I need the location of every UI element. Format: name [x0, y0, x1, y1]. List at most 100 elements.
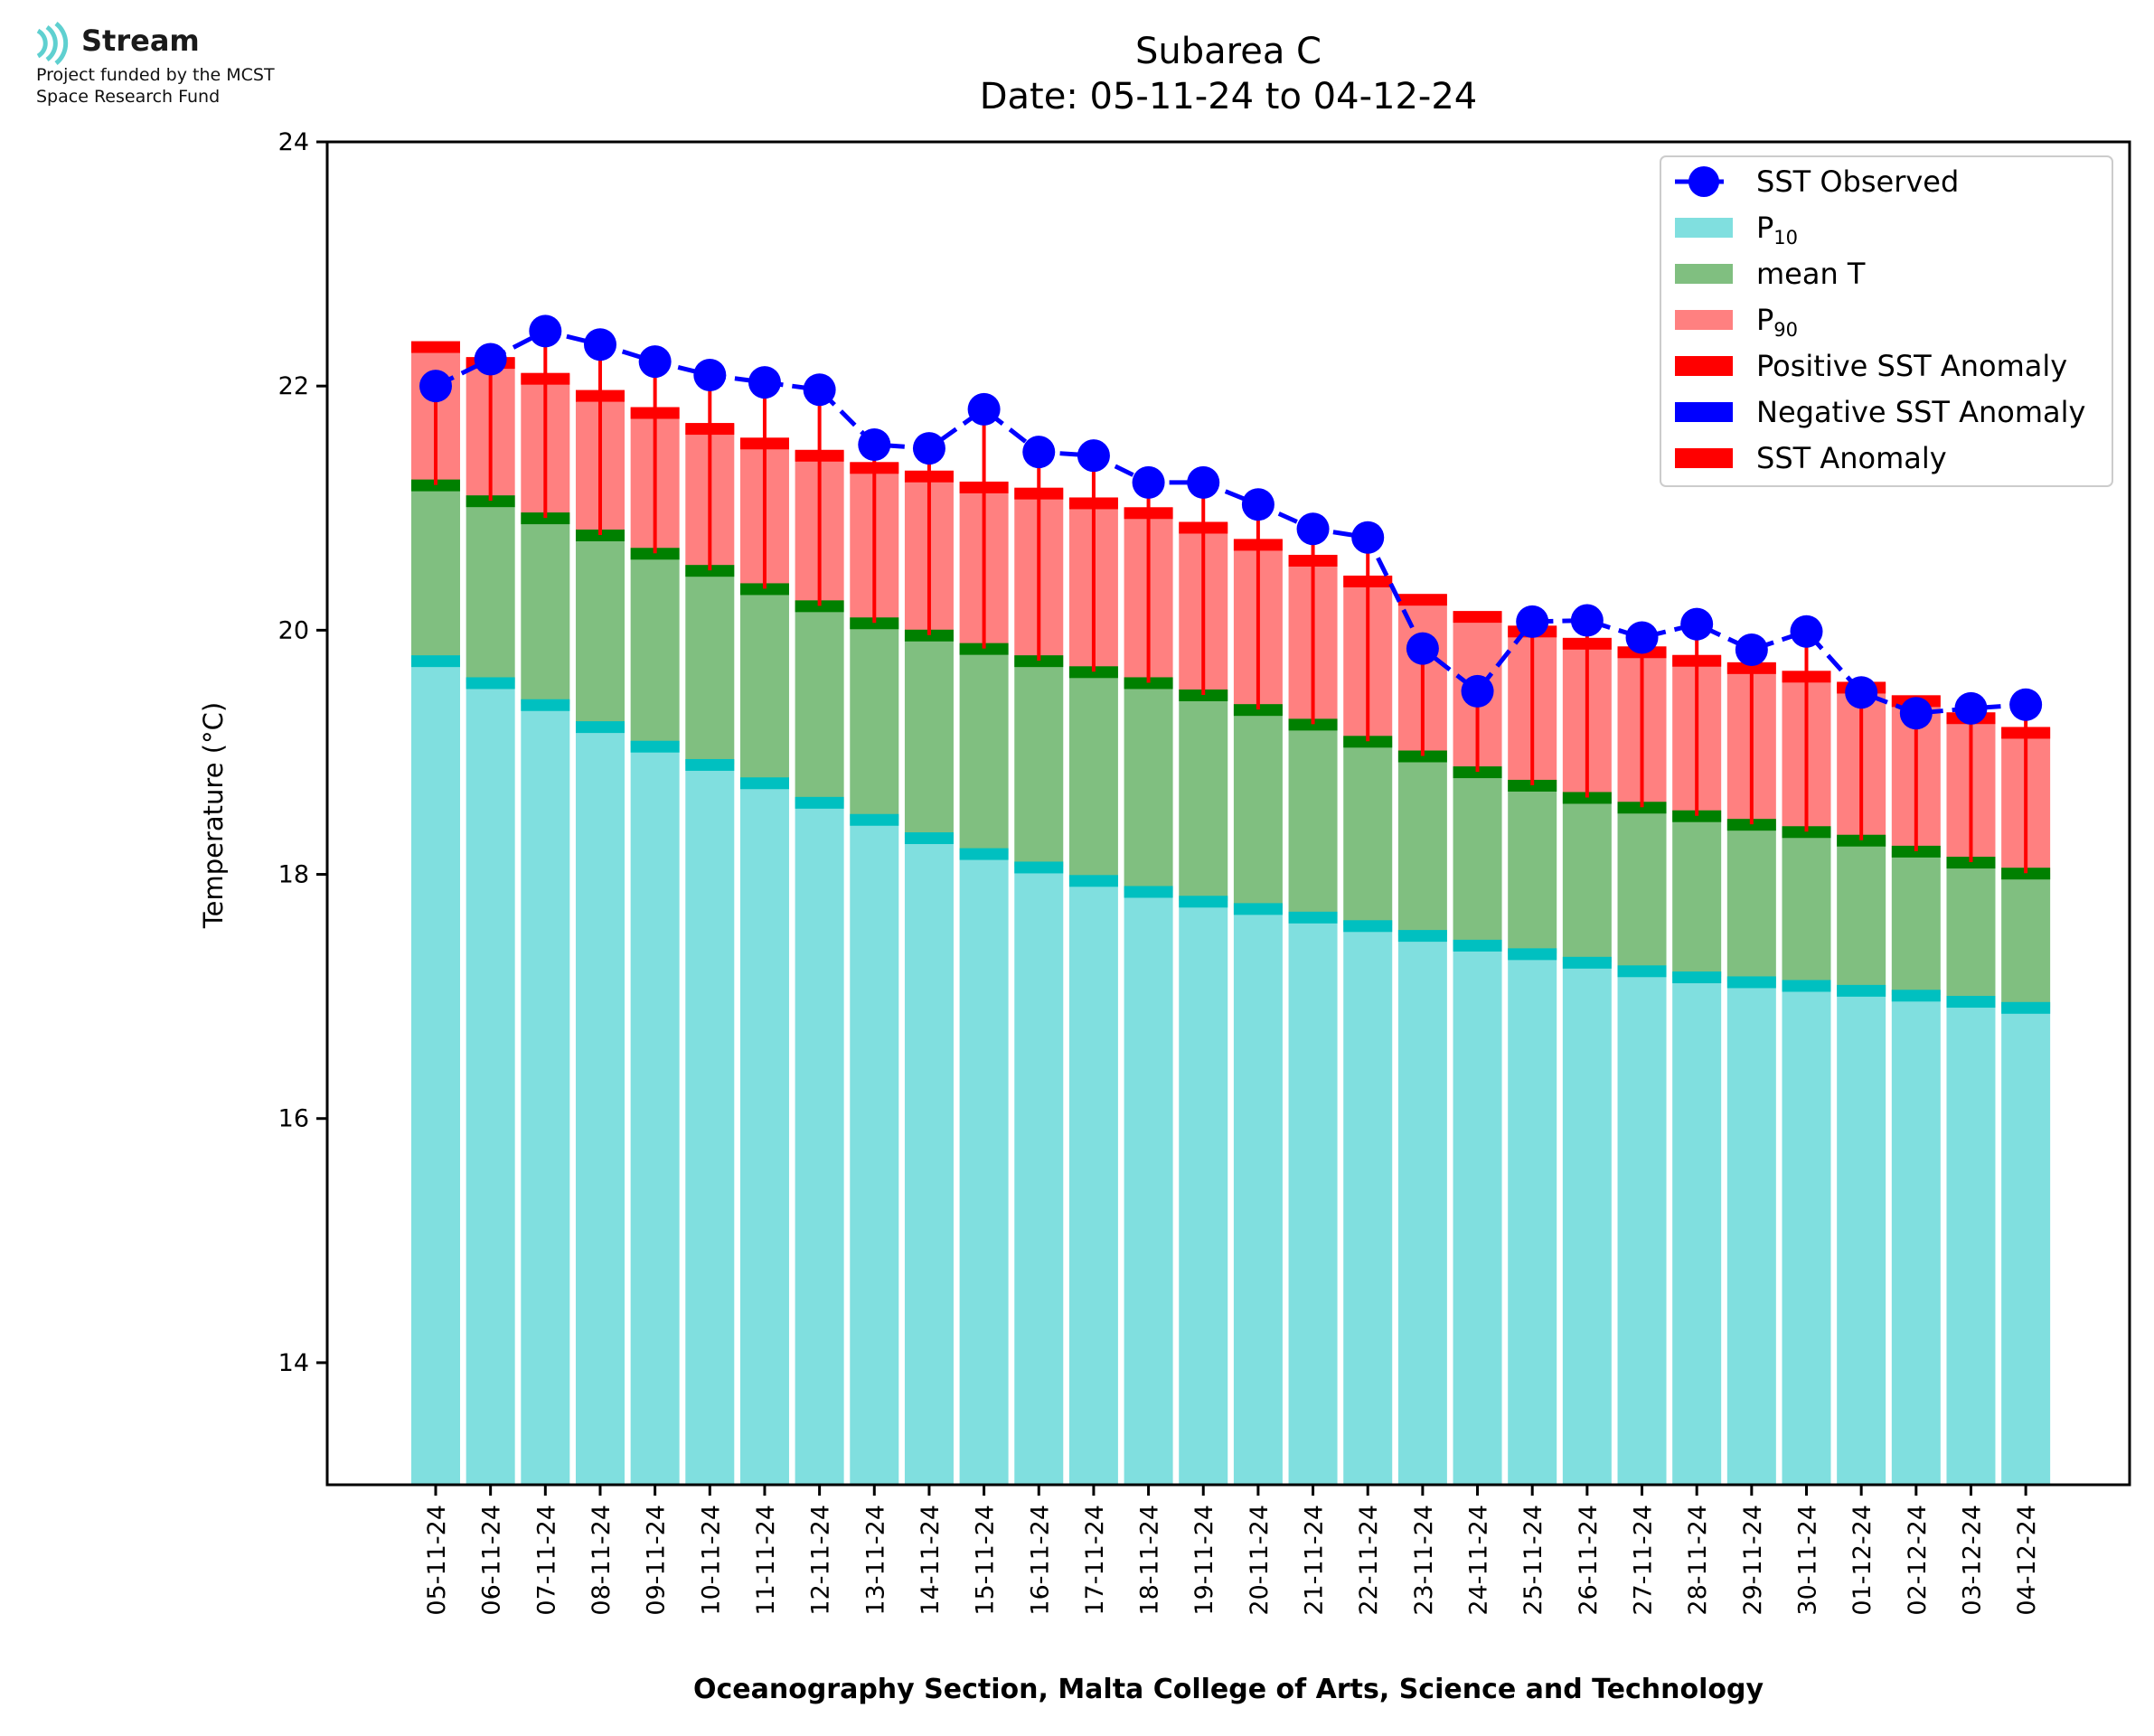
p10-bar — [1124, 891, 1173, 1485]
legend-swatch — [1675, 218, 1733, 238]
p10-bar — [1014, 867, 1064, 1485]
sst-observed-point — [1187, 465, 1220, 499]
mean-t-cap — [959, 643, 1009, 655]
p90-cap — [411, 341, 460, 353]
sst-observed-point — [1516, 605, 1549, 638]
p10-bar — [1946, 1001, 1996, 1485]
p10-bar — [1672, 977, 1722, 1485]
x-tick-label: 05-11-24 — [423, 1505, 451, 1616]
x-tick-label: 17-11-24 — [1081, 1505, 1109, 1616]
mean-t-cap — [1014, 655, 1064, 668]
mean-t-bar — [959, 648, 1009, 854]
x-axis-label: Oceanography Section, Malta College of A… — [693, 1674, 1764, 1705]
p10-bar — [1233, 908, 1283, 1485]
p10-bar — [1891, 995, 1941, 1485]
x-tick-label: 10-11-24 — [697, 1505, 725, 1616]
sst-observed-point — [1351, 521, 1385, 554]
p10-bar — [1562, 962, 1612, 1485]
mean-t-bar — [1124, 682, 1173, 892]
bars-layer — [411, 341, 2051, 1485]
p10-bar — [739, 783, 789, 1485]
x-tick-label: 20-11-24 — [1246, 1505, 1274, 1616]
legend-swatch — [1675, 402, 1733, 422]
y-axis-label: Temperature (°C) — [198, 702, 229, 929]
p90-cap — [1397, 594, 1447, 606]
sst-observed-point — [693, 359, 727, 392]
mean-t-bar — [1891, 850, 1941, 996]
p10-cap — [466, 677, 515, 690]
p10-bar — [1837, 990, 1886, 1485]
mean-t-cap — [685, 565, 735, 577]
sst-observed-point — [529, 314, 562, 348]
x-tick-label: 12-11-24 — [807, 1505, 835, 1616]
p10-bar — [1726, 981, 1776, 1485]
mean-t-bar — [1562, 797, 1612, 962]
x-tick-label: 28-11-24 — [1684, 1505, 1712, 1616]
sst-observed-point — [967, 392, 1001, 426]
chart-subtitle: Date: 05-11-24 to 04-12-24 — [980, 76, 1478, 117]
p10-cap — [1397, 930, 1447, 943]
x-tick-label: 06-11-24 — [478, 1505, 506, 1616]
mean-t-cap — [1124, 677, 1173, 690]
x-tick-label: 23-11-24 — [1410, 1505, 1438, 1616]
legend-label: mean T — [1756, 257, 1866, 291]
x-tick-label: 09-11-24 — [643, 1505, 671, 1616]
y-tick-label: 14 — [278, 1349, 309, 1377]
p10-cap — [685, 758, 735, 771]
legend-swatch — [1675, 448, 1733, 468]
x-tick-label: 27-11-24 — [1630, 1505, 1658, 1616]
x-tick-label: 25-11-24 — [1519, 1505, 1547, 1616]
p10-cap — [1179, 896, 1228, 908]
p10-cap — [795, 796, 844, 809]
p10-cap — [521, 699, 570, 711]
p10-cap — [1726, 976, 1776, 989]
sst-observed-point — [583, 328, 616, 361]
legend-swatch — [1675, 310, 1733, 330]
p10-cap — [1562, 956, 1612, 969]
mean-t-bar — [795, 605, 844, 802]
mean-t-bar — [1782, 831, 1831, 986]
p10-bar — [1508, 953, 1557, 1485]
x-tick-label: 29-11-24 — [1739, 1505, 1767, 1616]
p10-cap — [1782, 980, 1831, 992]
mean-t-cap — [1288, 718, 1338, 731]
stream-logo: Stream Project funded by the MCST Space … — [33, 20, 331, 119]
mean-t-cap — [630, 548, 680, 560]
mean-t-bar — [1288, 724, 1338, 917]
mean-t-bar — [1233, 709, 1283, 909]
x-tick-label: 19-11-24 — [1190, 1505, 1218, 1616]
mean-t-bar — [521, 518, 570, 705]
p10-bar — [1617, 971, 1667, 1485]
x-tick-label: 07-11-24 — [532, 1505, 560, 1616]
x-tick-label: 02-12-24 — [1904, 1505, 1932, 1616]
p10-cap — [630, 740, 680, 753]
mean-t-bar — [1672, 815, 1722, 978]
y-tick-label: 16 — [278, 1105, 309, 1133]
mean-t-cap — [1343, 736, 1393, 748]
mean-t-cap — [1891, 845, 1941, 858]
p10-cap — [739, 777, 789, 790]
sst-observed-point — [1077, 439, 1110, 473]
x-tick-label: 14-11-24 — [917, 1505, 945, 1616]
x-tick-label: 08-11-24 — [588, 1505, 616, 1616]
y-tick-label: 20 — [278, 616, 309, 644]
p10-bar — [466, 682, 515, 1485]
sst-observed-point — [748, 366, 781, 399]
mean-t-cap — [1508, 779, 1557, 792]
sst-observed-point — [474, 343, 507, 376]
legend-label: Positive SST Anomaly — [1756, 349, 2067, 383]
mean-t-bar — [2001, 873, 2051, 1008]
mean-t-cap — [1068, 666, 1118, 679]
mean-t-cap — [1617, 802, 1667, 814]
p90-cap — [1453, 611, 1502, 624]
sst-observed-point — [1406, 632, 1439, 665]
sst-observed-point — [1680, 607, 1714, 641]
mean-t-cap — [521, 512, 570, 525]
legend-label: Negative SST Anomaly — [1756, 395, 2085, 429]
p10-bar — [1397, 935, 1447, 1485]
sst-observed-point — [419, 370, 452, 403]
x-tick-label: 21-11-24 — [1301, 1505, 1329, 1616]
y-tick-label: 22 — [278, 372, 309, 400]
p10-cap — [1124, 886, 1173, 898]
sst-observed-point — [1845, 676, 1878, 709]
